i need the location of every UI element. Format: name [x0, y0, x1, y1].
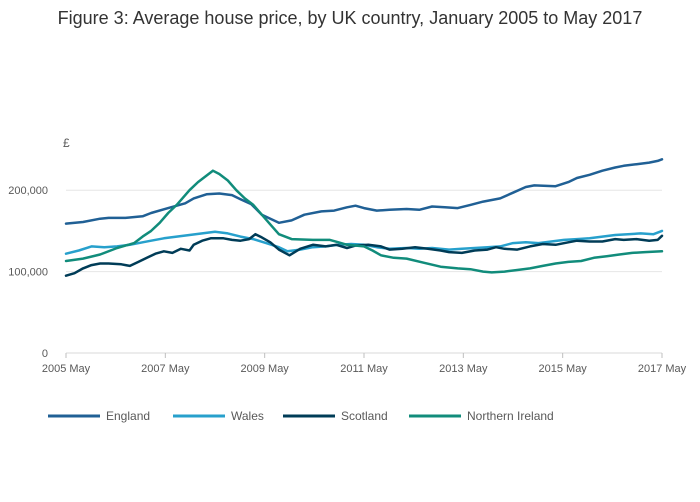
chart-title: Figure 3: Average house price, by UK cou…	[57, 8, 643, 28]
x-axis: 2005 May 2007 May 2009 May 2011 May 2013 May…	[42, 353, 687, 375]
x-tick-label: 2005 May	[42, 363, 91, 375]
x-tick-label: 2011 May	[340, 363, 388, 375]
series-line-northern-ireland[interactable]	[64, 169, 664, 274]
x-tick-label: 2009 May	[241, 363, 290, 375]
y-axis: 0 100,000 200,000	[8, 185, 48, 360]
legend-label: Scotland	[341, 409, 388, 423]
gridlines	[66, 189, 662, 273]
y-axis-label: £	[63, 136, 70, 150]
x-tick-label: 2007 May	[141, 363, 190, 375]
y-tick-label: 0	[42, 348, 48, 360]
x-tick-label: 2017 May	[638, 363, 687, 375]
series-line-scotland[interactable]	[64, 232, 664, 277]
x-tick-label: 2013 May	[439, 363, 488, 375]
y-tick-label: 200,000	[8, 185, 48, 197]
x-tick-label: 2015 May	[539, 363, 588, 375]
legend-item-scotland[interactable]: Scotland	[283, 409, 388, 423]
series-line-england[interactable]	[64, 158, 664, 225]
legend-label: England	[106, 409, 150, 423]
legend-item-wales[interactable]: Wales	[173, 409, 264, 423]
y-tick-label: 100,000	[8, 267, 48, 279]
series-lines	[64, 158, 664, 277]
legend-label: Northern Ireland	[467, 409, 554, 423]
legend-item-northern-ireland[interactable]: Northern Ireland	[409, 409, 554, 423]
legend-label: Wales	[231, 409, 264, 423]
legend[interactable]: England Wales Scotland Northern Ireland	[48, 409, 554, 423]
legend-item-england[interactable]: England	[48, 409, 150, 423]
